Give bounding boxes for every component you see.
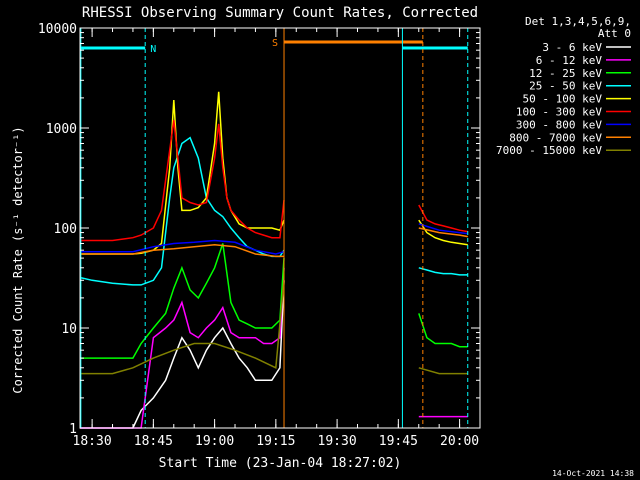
y-tick-label-3: 100 <box>54 222 77 237</box>
series-line-7-part-1 <box>79 239 285 255</box>
legend-label-7: 300 - 800 keV <box>516 118 602 131</box>
series-line-4-part-2 <box>418 267 468 276</box>
legend-label-1: 3 - 6 keV <box>542 41 602 54</box>
y-tick-label-5: 10000 <box>38 22 77 37</box>
y-tick-label-2: 10 <box>61 322 77 337</box>
x-tick-label-3: 19:00 <box>195 434 234 449</box>
y-tick-label-4: 1000 <box>46 122 77 137</box>
x-tick-label-1: 18:30 <box>73 434 112 449</box>
legend-label-2: 6 - 12 keV <box>536 54 603 67</box>
series-line-8-part-2 <box>418 227 468 238</box>
legend-label-4: 25 - 50 keV <box>529 80 602 93</box>
axes-layer: 18:30 18:45 19:00 19:15 19:30 19:45 20:00 1 10 10… <box>38 22 481 449</box>
plot-area: NS 18:30 18:45 19:00 19:15 19:30 19:45 20:0011… <box>38 22 481 449</box>
series-line-3-part-2 <box>418 313 468 348</box>
y-axis-label: Corrected Count Rate (s⁻¹ detector⁻¹) <box>11 126 25 393</box>
x-tick-label-5: 19:30 <box>318 434 357 449</box>
series-line-3-part-1 <box>79 243 285 359</box>
x-tick-label-6: 19:45 <box>379 434 418 449</box>
legend-title-line-1: Det 1,3,4,5,6,9, <box>525 15 631 28</box>
legend-label-6: 100 - 300 keV <box>516 106 602 119</box>
x-tick-label-2: 18:45 <box>134 434 173 449</box>
y-tick-label-1: 1 <box>69 422 77 437</box>
legend-title-line-2: Att 0 <box>598 27 631 40</box>
night-flag-label: N <box>150 44 156 55</box>
legend-label-5: 50 - 100 keV <box>523 93 603 106</box>
chart-title: RHESSI Observing Summary Count Rates, Co… <box>82 5 478 21</box>
legend-label-8: 800 - 7000 keV <box>509 131 602 144</box>
series-line-6-part-2 <box>418 204 468 233</box>
legend-label-9: 7000 - 15000 keV <box>496 144 602 157</box>
series-line-7-part-2 <box>418 223 468 235</box>
series-line-8-part-1 <box>79 243 284 258</box>
x-tick-label-4: 19:15 <box>256 434 295 449</box>
series-line-1-part-1 <box>79 280 285 429</box>
saa-flag-label: S <box>272 38 278 49</box>
series-line-9-part-1 <box>79 280 285 375</box>
series-line-6-part-1 <box>79 119 285 242</box>
x-axis-label: Start Time (23-Jan-04 18:27:02) <box>159 456 402 471</box>
x-tick-label-7: 20:00 <box>440 434 479 449</box>
legend-label-3: 12 - 25 keV <box>529 67 602 80</box>
series-line-9-part-2 <box>418 367 468 375</box>
series-layer <box>79 91 468 429</box>
footer-timestamp: 14-Oct-2021 14:38 <box>552 469 634 478</box>
series-line-5-part-2 <box>418 219 468 246</box>
flags-layer: NS <box>79 28 469 428</box>
